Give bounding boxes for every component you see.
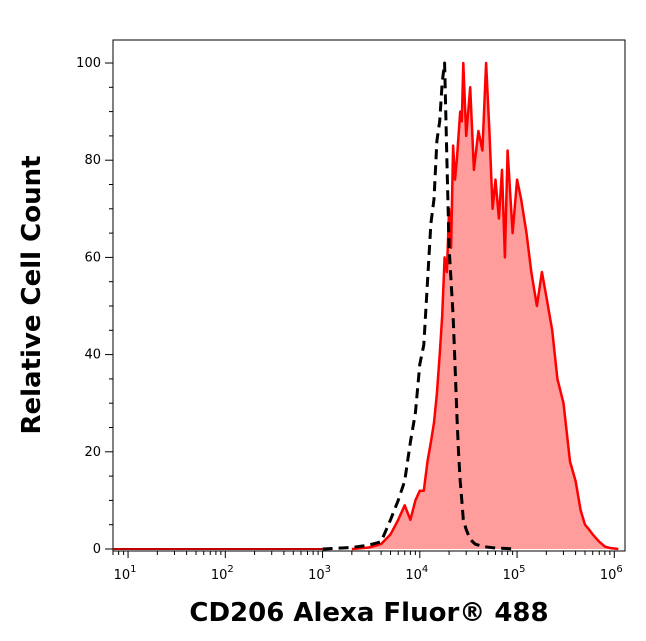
x-tick-label-3: 103	[308, 564, 331, 583]
y-minor-ticks	[109, 86, 113, 526]
x-tick-label-1: 101	[114, 564, 137, 583]
control-histogram-line	[322, 61, 518, 551]
x-axis-title: CD206 Alexa Fluor® 488	[189, 598, 548, 628]
sample-histogram-fill	[351, 63, 619, 549]
y-tick-label-20: 20	[84, 445, 101, 460]
y-axis-title: Relative Cell Count	[17, 155, 47, 434]
x-minor-ticks	[112, 551, 611, 555]
y-tick-label-0: 0	[93, 542, 101, 557]
y-tick-label-60: 60	[84, 250, 101, 265]
y-major-ticks	[105, 62, 113, 550]
series-layer	[113, 61, 619, 551]
x-major-ticks	[127, 551, 615, 558]
x-tick-label-5: 105	[503, 564, 526, 583]
x-tick-label-6: 106	[600, 564, 623, 583]
y-tick-label-80: 80	[84, 153, 101, 168]
sample-histogram-line	[351, 61, 619, 551]
x-tick-labels: 101 102 103 104 105 106	[114, 564, 623, 583]
x-tick-label-2: 102	[211, 564, 234, 583]
x-tick-label-4: 104	[405, 564, 428, 583]
y-tick-labels: 0 20 40 60 80 100	[76, 56, 101, 557]
y-tick-label-100: 100	[76, 56, 101, 71]
y-tick-label-40: 40	[84, 348, 101, 363]
